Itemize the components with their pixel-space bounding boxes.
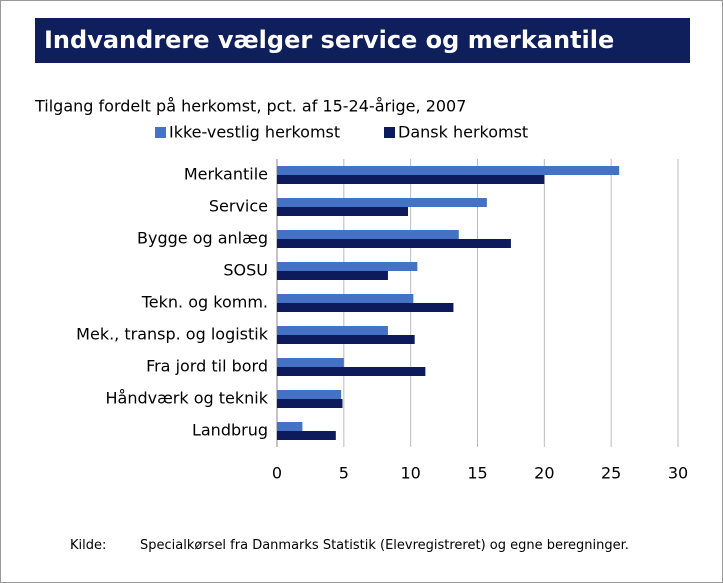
- bar: [277, 422, 303, 431]
- bar: [277, 303, 454, 312]
- legend-label: Ikke-vestlig herkomst: [169, 123, 340, 142]
- y-tick-label: Håndværk og teknik: [105, 389, 268, 408]
- chart-title: Indvandrere vælger service og merkantile: [44, 26, 614, 54]
- legend-swatch: [155, 127, 166, 138]
- subtitle: Tilgang fordelt på herkomst, pct. af 15-…: [34, 97, 466, 116]
- x-tick-label: 0: [272, 464, 282, 483]
- y-tick-label: Landbrug: [192, 421, 268, 440]
- bar: [277, 326, 388, 335]
- bar: [277, 175, 545, 184]
- y-tick-label: Service: [209, 197, 268, 216]
- x-tick-label: 25: [601, 464, 621, 483]
- bar: [277, 431, 336, 440]
- legend-swatch: [384, 127, 395, 138]
- bar: [277, 358, 344, 367]
- title-box: [35, 18, 690, 63]
- x-tick-label: 5: [339, 464, 349, 483]
- y-tick-label: SOSU: [223, 261, 268, 280]
- bar: [277, 166, 620, 175]
- y-tick-label: Tekn. og komm.: [141, 293, 268, 312]
- bar: [277, 262, 418, 271]
- bar: [277, 207, 408, 216]
- y-tick-label: Merkantile: [184, 165, 268, 184]
- y-tick-label: Mek., transp. og logistik: [76, 325, 269, 344]
- x-tick-label: 10: [400, 464, 420, 483]
- bar: [277, 230, 459, 239]
- source-text: Specialkørsel fra Danmarks Statistik (El…: [140, 538, 629, 553]
- source-label: Kilde:: [70, 538, 107, 553]
- bar: [277, 294, 414, 303]
- source: Kilde: Specialkørsel fra Danmarks Statis…: [70, 538, 690, 553]
- bar: [277, 239, 511, 248]
- x-tick-label: 20: [534, 464, 554, 483]
- bar: [277, 367, 426, 376]
- bar: [277, 271, 388, 280]
- bar: [277, 335, 415, 344]
- x-tick-label: 15: [467, 464, 487, 483]
- x-tick-label: 30: [668, 464, 688, 483]
- y-tick-label: Bygge og anlæg: [137, 229, 268, 248]
- bar: [277, 390, 342, 399]
- bar: [277, 399, 343, 408]
- bar: [277, 198, 487, 207]
- y-tick-label: Fra jord til bord: [146, 357, 268, 376]
- legend-label: Dansk herkomst: [398, 123, 528, 142]
